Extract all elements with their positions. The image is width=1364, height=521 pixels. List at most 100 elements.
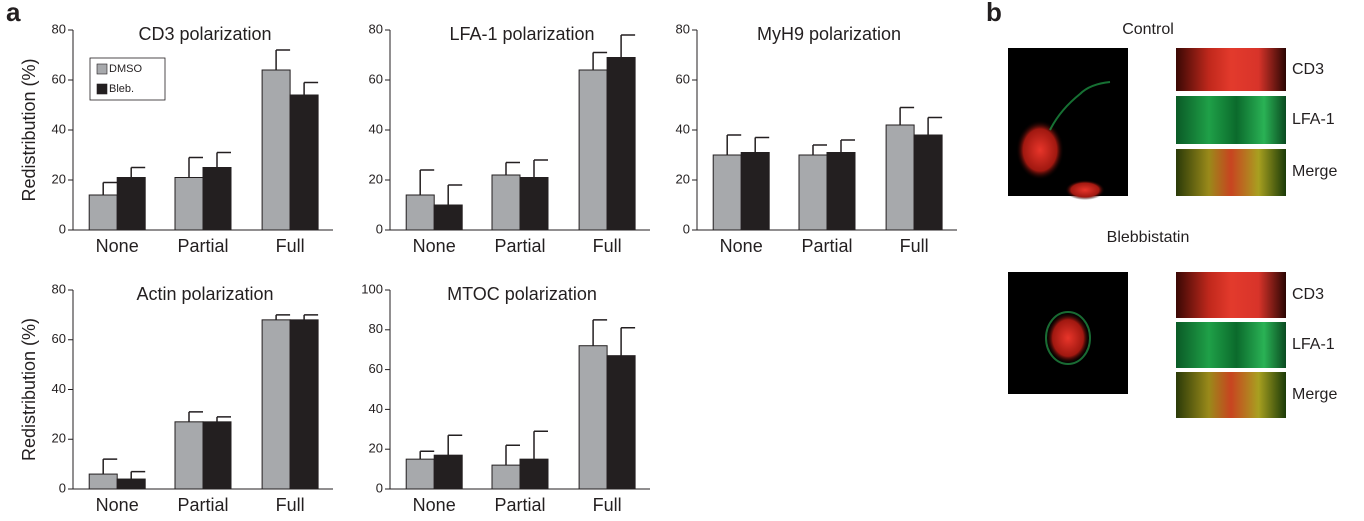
error-bar [841, 140, 855, 153]
bar [290, 320, 318, 489]
x-tick-label: None [96, 236, 139, 256]
y-tick-label: 20 [52, 171, 66, 186]
bar [799, 155, 827, 230]
bar [579, 346, 607, 489]
error-bar [813, 145, 827, 155]
error-bar [189, 158, 203, 178]
channel-label: Merge [1292, 386, 1337, 403]
x-tick-label: None [413, 495, 456, 515]
bar [827, 153, 855, 231]
x-tick-label: Full [593, 495, 622, 515]
panel-label: a [6, 0, 21, 27]
cd3-strip [1176, 272, 1286, 318]
y-axis-label: Redistribution (%) [19, 58, 39, 201]
y-tick-label: 20 [52, 431, 66, 446]
legend-swatch [97, 84, 107, 94]
x-tick-label: Partial [801, 236, 852, 256]
error-bar [506, 163, 520, 176]
merge-strip [1176, 149, 1286, 196]
micrograph [1008, 48, 1128, 200]
error-bar [420, 170, 434, 195]
error-bar [928, 118, 942, 136]
error-bar [103, 459, 117, 474]
chart-title: MTOC polarization [447, 284, 597, 304]
legend-swatch [97, 64, 107, 74]
micrograph [1008, 272, 1128, 394]
y-tick-label: 80 [369, 321, 383, 336]
y-tick-label: 20 [676, 171, 690, 186]
bar [290, 95, 318, 230]
bar [203, 168, 231, 231]
error-bar [131, 168, 145, 178]
y-tick-label: 80 [52, 281, 66, 296]
error-bar [755, 138, 769, 153]
x-tick-label: None [96, 495, 139, 515]
x-tick-label: Full [900, 236, 929, 256]
bar [117, 479, 145, 489]
x-tick-label: None [720, 236, 763, 256]
bar [713, 155, 741, 230]
x-tick-label: Full [276, 495, 305, 515]
image-title: Control [1122, 21, 1174, 38]
bar [607, 356, 635, 489]
error-bar [448, 435, 462, 455]
y-tick-label: 80 [369, 21, 383, 36]
error-bar [506, 445, 520, 465]
x-tick-label: Partial [177, 236, 228, 256]
y-tick-label: 60 [676, 71, 690, 86]
error-bar [621, 35, 635, 58]
bar [406, 195, 434, 230]
y-tick-label: 0 [59, 480, 66, 495]
y-tick-label: 60 [369, 361, 383, 376]
bar [741, 153, 769, 231]
bar [89, 195, 117, 230]
y-tick-label: 0 [376, 480, 383, 495]
x-tick-label: Partial [494, 236, 545, 256]
channel-label: Merge [1292, 163, 1337, 180]
y-tick-label: 60 [52, 331, 66, 346]
chart-title: MyH9 polarization [757, 24, 901, 44]
x-tick-label: Partial [177, 495, 228, 515]
channel-label: CD3 [1292, 286, 1324, 303]
y-tick-label: 40 [369, 401, 383, 416]
y-tick-label: 0 [59, 221, 66, 236]
error-bar [304, 315, 318, 320]
bar [262, 320, 290, 489]
error-bar [593, 53, 607, 71]
y-tick-label: 0 [683, 221, 690, 236]
chart-title: CD3 polarization [138, 24, 271, 44]
bar [89, 474, 117, 489]
figure: a b Control CD3 LFA-1 Merge Blebbistatin… [0, 0, 1364, 516]
y-axis-label: Redistribution (%) [19, 318, 39, 461]
error-bar [593, 320, 607, 346]
error-bar [217, 153, 231, 168]
bar [175, 178, 203, 231]
bar [886, 125, 914, 230]
bar [434, 205, 462, 230]
error-bar [900, 108, 914, 126]
lfa1-strip [1176, 322, 1286, 368]
bar [914, 135, 942, 230]
lfa1-strip [1176, 96, 1286, 144]
y-tick-label: 20 [369, 171, 383, 186]
bar [406, 459, 434, 489]
y-tick-label: 0 [376, 221, 383, 236]
y-tick-label: 60 [369, 71, 383, 86]
merge-strip [1176, 372, 1286, 418]
legend-label: DMSO [109, 63, 142, 75]
bar [262, 70, 290, 230]
x-tick-label: Full [593, 236, 622, 256]
channel-label: LFA-1 [1292, 111, 1335, 128]
y-tick-label: 40 [676, 121, 690, 136]
legend-label: Bleb. [109, 83, 134, 95]
chart-title: LFA-1 polarization [449, 24, 594, 44]
x-tick-label: Partial [494, 495, 545, 515]
bar [520, 459, 548, 489]
error-bar [276, 315, 290, 320]
error-bar [103, 183, 117, 196]
panel-label: b [986, 0, 1002, 27]
y-tick-label: 80 [676, 21, 690, 36]
chart-title: Actin polarization [136, 284, 273, 304]
y-tick-label: 60 [52, 71, 66, 86]
error-bar [420, 451, 434, 459]
